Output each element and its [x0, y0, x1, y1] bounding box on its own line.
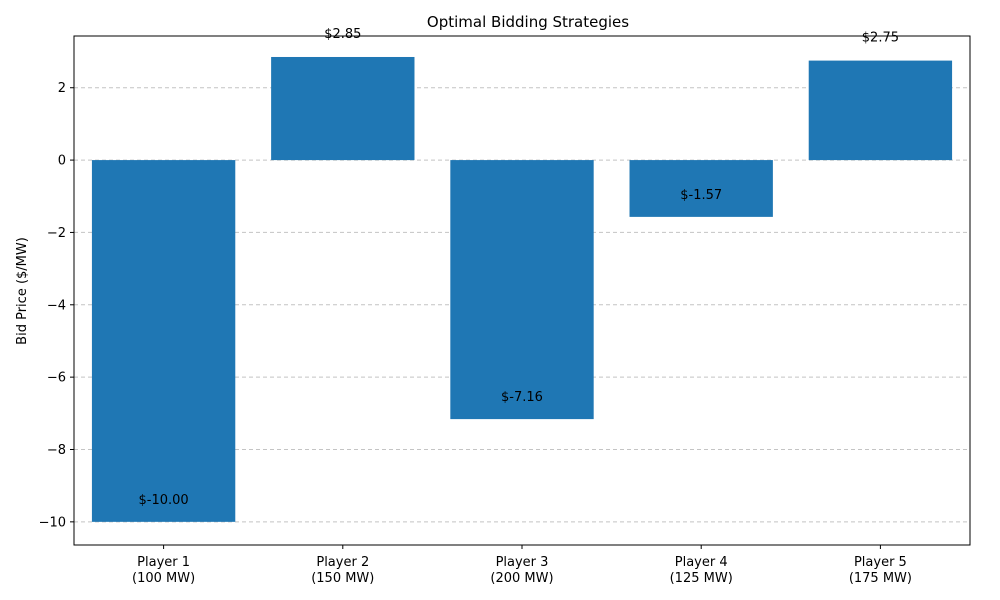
bar-value-label: $-10.00: [139, 493, 189, 508]
chart-title: Optimal Bidding Strategies: [427, 13, 629, 31]
bar: [271, 56, 415, 161]
bar: [808, 60, 953, 161]
bar-value-label: $-7.16: [501, 390, 543, 405]
x-tick-label: Player 3: [496, 555, 549, 570]
y-tick-label: −10: [39, 515, 66, 530]
x-tick-label: Player 2: [316, 555, 369, 570]
x-tick-label: (100 MW): [132, 571, 195, 586]
x-tick-label: Player 5: [854, 555, 907, 570]
y-tick-label: 0: [58, 154, 66, 169]
x-tick-label: (150 MW): [311, 571, 374, 586]
y-tick-label: −2: [47, 226, 66, 241]
x-tick-label: Player 1: [137, 555, 190, 570]
bars: [91, 56, 953, 522]
bar: [91, 160, 236, 522]
bar: [629, 160, 773, 217]
bar-value-label: $2.85: [324, 27, 361, 42]
bar: [450, 160, 594, 420]
bar-labels: $-10.00 $2.85 $-7.16 $-1.57 $2.75: [139, 27, 900, 508]
y-axis-label: Bid Price ($/MW): [15, 237, 30, 345]
y-tick-label: −4: [47, 298, 66, 313]
y-tick-label: −8: [47, 443, 66, 458]
y-tick-label: −6: [47, 371, 66, 386]
x-tick-label: (125 MW): [670, 571, 733, 586]
x-tick-label: (200 MW): [490, 571, 553, 586]
x-axis: Player 1(100 MW) Player 2(150 MW) Player 3…: [132, 545, 912, 586]
y-axis: −10 −8 −6 −4 −2 0 2: [39, 81, 74, 530]
bar-value-label: $-1.57: [680, 188, 722, 203]
x-tick-label: (175 MW): [849, 571, 912, 586]
x-tick-label: Player 4: [675, 555, 728, 570]
y-tick-label: 2: [58, 81, 66, 96]
bar-value-label: $2.75: [862, 31, 899, 46]
